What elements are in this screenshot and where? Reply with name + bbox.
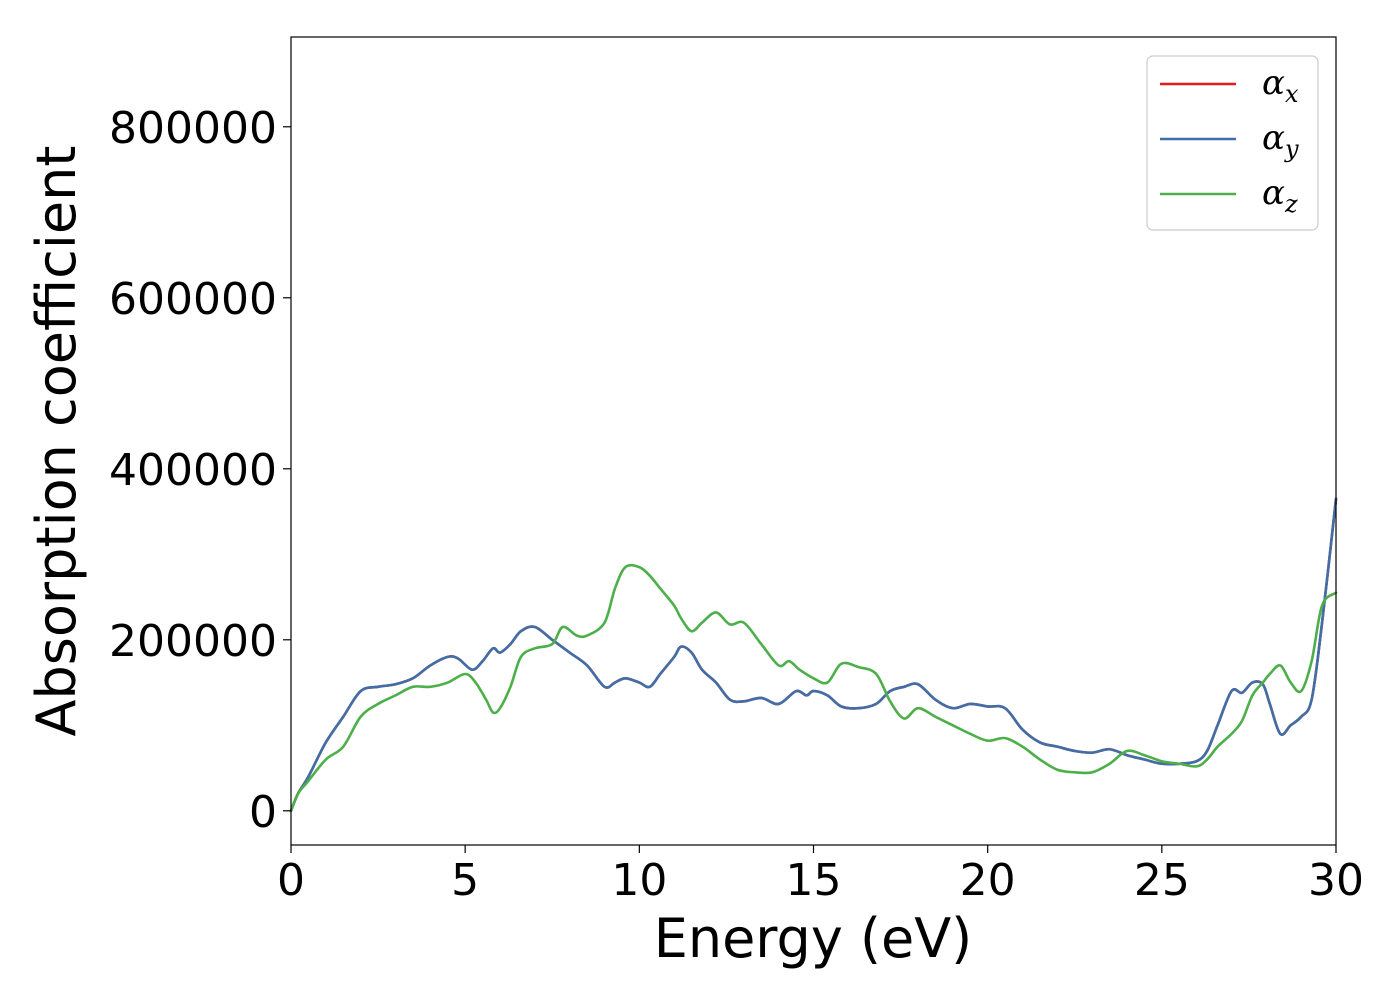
- x-tick-label: 25: [1134, 855, 1190, 906]
- y-tick-label: 800000: [109, 103, 277, 154]
- x-tick-label: 5: [451, 855, 479, 906]
- x-tick-label: 0: [277, 855, 305, 906]
- y-tick-label: 0: [249, 787, 277, 838]
- legend-label-alpha-x: αx: [1262, 63, 1299, 108]
- y-tick-label: 200000: [109, 616, 277, 667]
- legend-label-symbol: α: [1262, 63, 1285, 103]
- y-axis-ticks: 0 200000 400000 600000 800000: [109, 103, 291, 838]
- y-tick-label: 400000: [109, 445, 277, 496]
- legend-label-symbol: α: [1262, 173, 1285, 213]
- series-line-alpha-z: [289, 563, 1338, 813]
- legend-label-alpha-y: αy: [1262, 118, 1299, 163]
- series-line-alpha-y: [289, 497, 1338, 813]
- y-tick-label: 600000: [109, 274, 277, 325]
- legend-label-subscript: x: [1285, 80, 1299, 108]
- x-tick-label: 30: [1308, 855, 1364, 906]
- x-tick-label: 15: [786, 855, 842, 906]
- y-axis-label: Absorption coefficient: [25, 146, 88, 737]
- legend-label-symbol: α: [1262, 118, 1285, 158]
- legend-box: [1146, 55, 1319, 231]
- x-axis-label: Energy (eV): [654, 907, 973, 970]
- legend-label-subscript: y: [1284, 135, 1299, 163]
- legend-label-subscript: z: [1284, 190, 1298, 218]
- x-tick-label: 20: [960, 855, 1016, 906]
- series-layer: [289, 497, 1338, 813]
- legend-label-alpha-z: αz: [1262, 173, 1298, 218]
- x-axis-ticks: 0 5 10 15 20 25 30: [277, 845, 1364, 906]
- x-tick-label: 10: [611, 855, 667, 906]
